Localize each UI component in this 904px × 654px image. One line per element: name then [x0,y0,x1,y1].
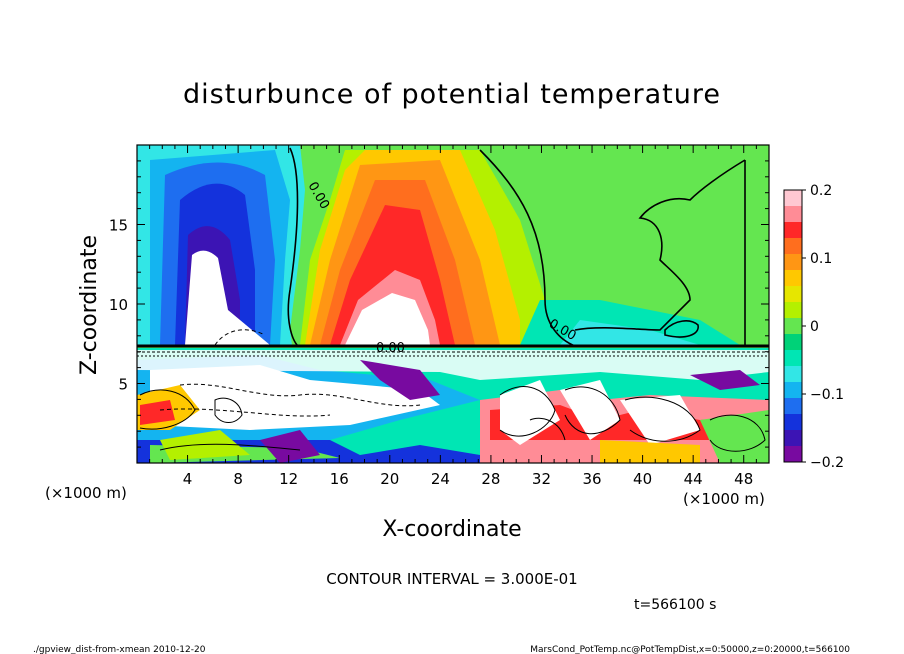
colorbar-tick-label: 0.1 [810,251,832,267]
y-tick-label: 10 [109,296,128,314]
footer-right: MarsCond_PotTemp.nc@PotTempDist,x=0:5000… [530,645,850,654]
x-tick-label: 12 [279,470,298,488]
colorbar-swatch [784,398,802,415]
plot-field [137,145,769,463]
x-tick-label: 48 [734,470,753,488]
time-label: t=566100 s [634,597,716,613]
contour-label: 0.00 [376,341,405,356]
colorbar-swatch [784,190,802,207]
colorbar-swatch [784,206,802,223]
y-tick-label: 5 [118,376,128,394]
x-tick-label: 32 [532,470,551,488]
colorbar-swatch [784,446,802,463]
x-tick-label: 8 [233,470,243,488]
x-unit-label: (×1000 m) [683,490,765,508]
colorbar-tick-label: 0.2 [810,183,832,199]
x-tick-label: 24 [431,470,450,488]
y-tick-label: 15 [109,217,128,235]
x-tick-label: 28 [481,470,500,488]
x-axis-title: X-coordinate [382,517,521,542]
colorbar-tick-label: 0 [810,319,819,335]
x-tick-label: 40 [633,470,652,488]
colorbar-ticks: 0.2 0.1 0 −0.1 −0.2 [802,183,844,471]
contour-labels: 0.00 0.00 0.00 [305,180,579,357]
colorbar-swatch [784,238,802,255]
colorbar-tick-label: −0.1 [810,387,844,403]
x-tick-label: 4 [183,470,193,488]
colorbar [784,190,802,463]
y-unit-label: (×1000 m) [45,484,127,502]
contour-interval: CONTOUR INTERVAL = 3.000E-01 [326,570,577,588]
colorbar-tick-label: −0.2 [810,455,844,471]
y-axis-title: Z-coordinate [77,235,102,375]
colorbar-swatch [784,222,802,239]
colorbar-swatch [784,366,802,383]
colorbar-swatch [784,302,802,319]
x-tick-label: 36 [582,470,601,488]
x-tick-label: 16 [330,470,349,488]
colorbar-swatch [784,286,802,303]
colorbar-swatch [784,270,802,287]
colorbar-swatch [784,318,802,335]
footer-left: ./gpview_dist-from-xmean 2010-12-20 [33,645,206,654]
colorbar-swatch [784,350,802,367]
x-tick-label: 44 [684,470,703,488]
y-axis: 5 10 15 [109,160,769,448]
x-axis: 4 8 12 16 20 24 28 32 36 40 44 48 [149,145,757,488]
colorbar-swatch [784,430,802,447]
chart-title: disturbunce of potential temperature [183,79,721,110]
x-tick-label: 20 [380,470,399,488]
colorbar-swatch [784,414,802,431]
colorbar-swatch [784,382,802,399]
colorbar-swatch [784,334,802,351]
colorbar-swatch [784,254,802,271]
